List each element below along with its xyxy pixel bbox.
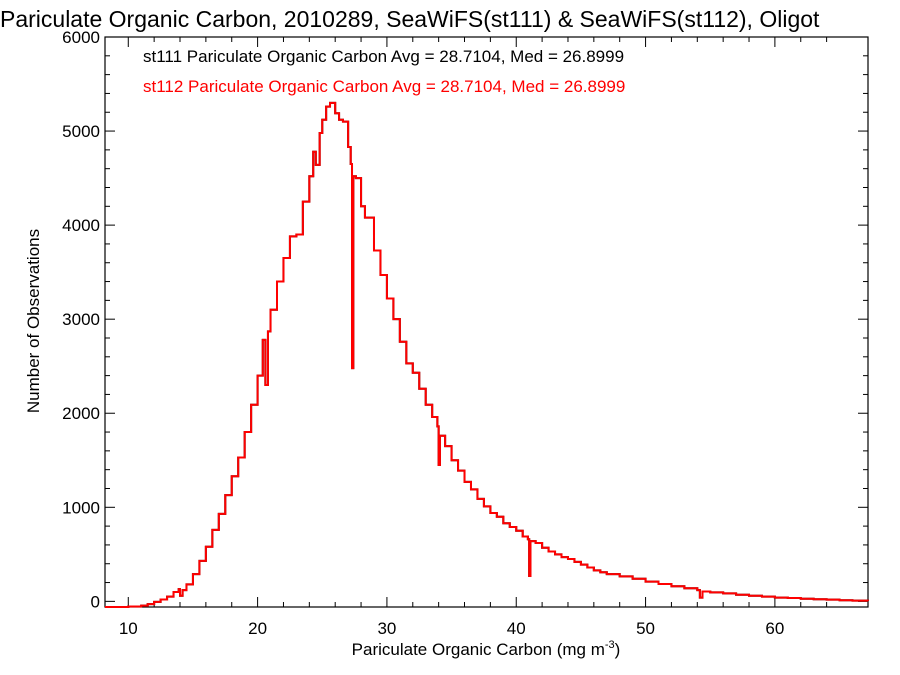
x-tick-label: 10 — [119, 619, 138, 638]
x-axis-label-main: Pariculate Organic Carbon (mg m — [352, 640, 605, 659]
y-tick-label: 1000 — [62, 498, 100, 517]
chart-title: Pariculate Organic Carbon, 2010289, SeaW… — [0, 6, 820, 32]
x-axis-label: Pariculate Organic Carbon (mg m-3) — [352, 639, 621, 659]
legend-entry-st111: st111 Pariculate Organic Carbon Avg = 28… — [143, 47, 624, 66]
y-axis-label: Number of Observations — [24, 229, 43, 413]
y-tick-label: 6000 — [62, 28, 100, 47]
x-tick-label: 50 — [636, 619, 655, 638]
legend-entry-st112: st112 Pariculate Organic Carbon Avg = 28… — [143, 77, 625, 96]
axis-tick-labels: 10 20 30 40 50 60 0 1000 2000 3000 4000 5000 6000 — [62, 28, 784, 638]
x-tick-label: 40 — [507, 619, 526, 638]
plot-frame — [104, 36, 869, 608]
series-line-st112 — [105, 101, 869, 608]
x-tick-label: 30 — [377, 619, 396, 638]
x-tick-label: 60 — [765, 619, 784, 638]
y-tick-label: 5000 — [62, 122, 100, 141]
x-tick-label: 20 — [248, 619, 267, 638]
y-tick-label: 0 — [91, 592, 100, 611]
series-line-st111 — [105, 101, 869, 608]
y-tick-label: 4000 — [62, 216, 100, 235]
axis-ticks — [105, 36, 868, 607]
y-tick-label: 3000 — [62, 310, 100, 329]
y-tick-label: 2000 — [62, 404, 100, 423]
series-layer — [105, 101, 869, 608]
x-axis-label-suffix: ) — [615, 640, 621, 659]
x-axis-label-superscript: -3 — [605, 639, 615, 651]
